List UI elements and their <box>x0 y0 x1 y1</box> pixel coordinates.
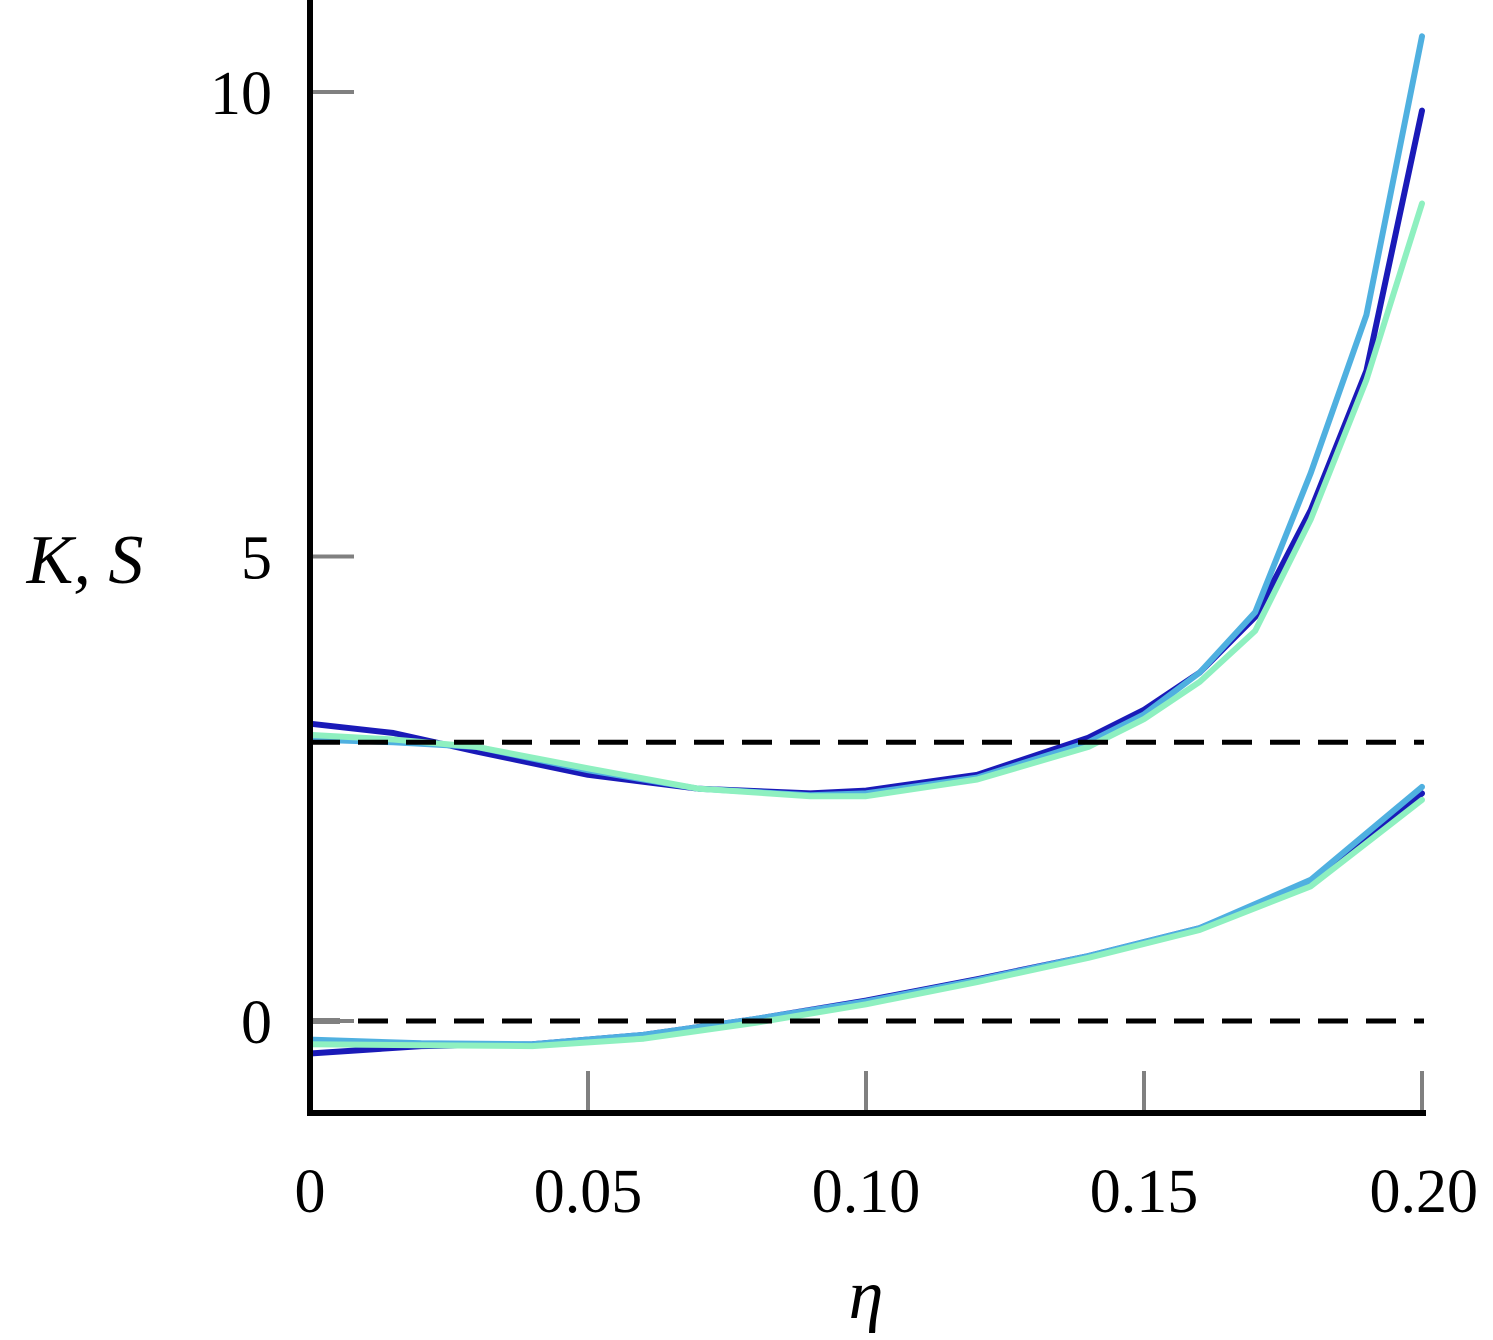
y-tick-label: 5 <box>241 525 272 593</box>
x-tick-label: 0.20 <box>1370 1158 1479 1226</box>
axes <box>307 0 1426 1116</box>
y-axis-title: K, S <box>26 522 144 599</box>
y-tick-label: 0 <box>241 989 272 1057</box>
x-tick-label: 0 <box>295 1158 326 1226</box>
series-line-k-3 <box>307 200 1425 800</box>
series-line-s-3 <box>307 796 1425 1050</box>
tick-marks <box>312 90 1424 1111</box>
x-tick-label: 0.10 <box>812 1158 921 1226</box>
x-tick-label: 0.15 <box>1090 1158 1199 1226</box>
x-axis-title: η <box>849 1257 884 1334</box>
y-tick-label: 10 <box>210 60 272 128</box>
series-line-k-1 <box>307 107 1425 797</box>
tick-labels: 0 5 10 0 0.05 0.10 0.15 0.20 <box>210 60 1478 1226</box>
x-tick-label: 0.05 <box>534 1158 643 1226</box>
series-line-k-2 <box>307 33 1425 799</box>
series-line-s-1 <box>307 790 1425 1057</box>
plot-lines <box>307 33 1425 1057</box>
